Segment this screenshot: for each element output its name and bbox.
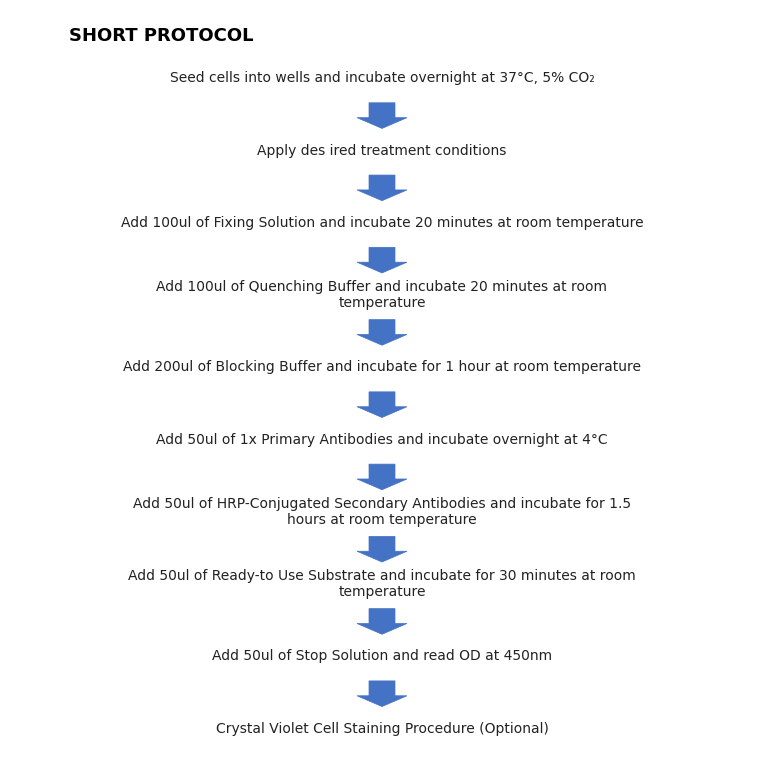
Text: Add 50ul of Ready-to Use Substrate and incubate for 30 minutes at room
temperatu: Add 50ul of Ready-to Use Substrate and i… (128, 569, 636, 599)
Text: Add 100ul of Fixing Solution and incubate 20 minutes at room temperature: Add 100ul of Fixing Solution and incubat… (121, 216, 643, 230)
Text: SHORT PROTOCOL: SHORT PROTOCOL (69, 27, 253, 45)
Polygon shape (357, 609, 407, 634)
Text: Add 200ul of Blocking Buffer and incubate for 1 hour at room temperature: Add 200ul of Blocking Buffer and incubat… (123, 361, 641, 374)
Polygon shape (357, 536, 407, 562)
Polygon shape (357, 681, 407, 707)
Text: Seed cells into wells and incubate overnight at 37°C, 5% CO₂: Seed cells into wells and incubate overn… (170, 71, 594, 86)
Polygon shape (357, 103, 407, 128)
Text: Crystal Violet Cell Staining Procedure (Optional): Crystal Violet Cell Staining Procedure (… (215, 722, 549, 736)
Polygon shape (357, 464, 407, 490)
Polygon shape (357, 392, 407, 417)
Text: Apply des ired treatment conditions: Apply des ired treatment conditions (257, 144, 507, 157)
Text: Add 50ul of 1x Primary Antibodies and incubate overnight at 4°C: Add 50ul of 1x Primary Antibodies and in… (156, 432, 608, 447)
Polygon shape (357, 248, 407, 273)
Polygon shape (357, 175, 407, 201)
Text: Add 100ul of Quenching Buffer and incubate 20 minutes at room
temperature: Add 100ul of Quenching Buffer and incuba… (157, 280, 607, 310)
Polygon shape (357, 319, 407, 345)
Text: Add 50ul of Stop Solution and read OD at 450nm: Add 50ul of Stop Solution and read OD at… (212, 649, 552, 663)
Text: Add 50ul of HRP-Conjugated Secondary Antibodies and incubate for 1.5
hours at ro: Add 50ul of HRP-Conjugated Secondary Ant… (133, 497, 631, 527)
